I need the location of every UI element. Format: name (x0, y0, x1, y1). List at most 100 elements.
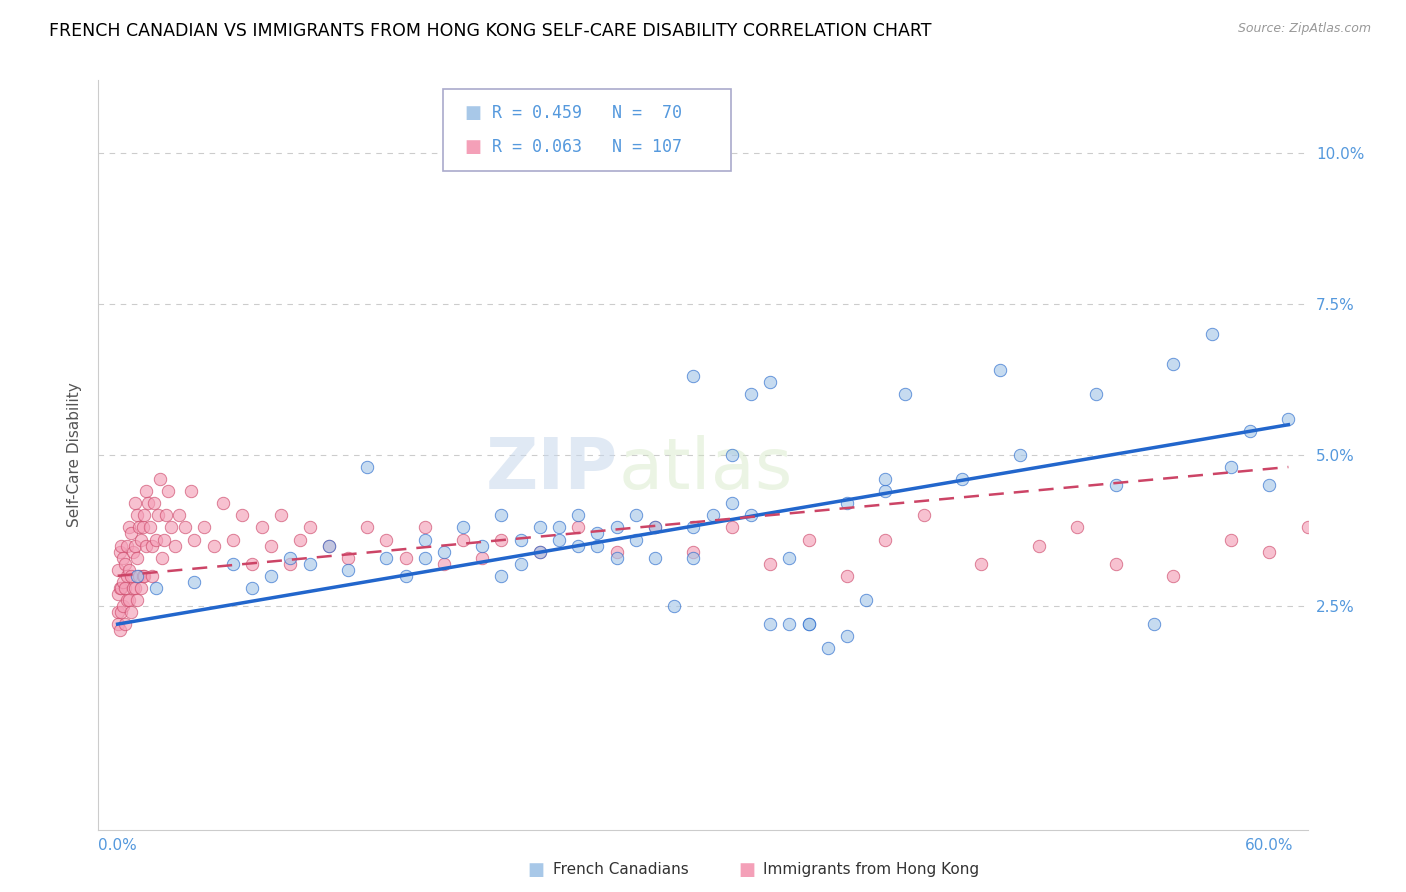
Point (112, 550, 135, 565)
Point (288, 533, 311, 547)
Point (606, 550, 628, 565)
Point (950, 472, 973, 486)
Point (759, 557, 782, 571)
Point (149, 472, 172, 486)
Text: FRENCH CANADIAN VS IMMIGRANTS FROM HONG KONG SELF-CARE DISABILITY CORRELATION CH: FRENCH CANADIAN VS IMMIGRANTS FROM HONG … (49, 22, 932, 40)
Point (141, 539, 163, 553)
Point (1066, 520, 1088, 534)
Point (375, 550, 398, 565)
Point (720, 520, 742, 534)
Point (108, 623, 131, 637)
Point (720, 448, 742, 462)
Point (1104, 478, 1126, 492)
Point (567, 520, 589, 534)
Text: ZIP: ZIP (486, 435, 619, 504)
Point (778, 617, 800, 632)
Point (548, 533, 571, 547)
Point (110, 605, 132, 619)
Point (135, 484, 157, 499)
Point (128, 568, 150, 582)
Point (491, 568, 513, 582)
Point (1296, 520, 1319, 534)
Point (1354, 568, 1376, 582)
Point (124, 581, 146, 595)
Point (1258, 544, 1281, 558)
Point (682, 544, 704, 558)
Point (567, 539, 589, 553)
Point (118, 593, 141, 607)
Point (797, 617, 820, 632)
Point (135, 539, 157, 553)
Text: R = 0.063   N = 107: R = 0.063 N = 107 (492, 138, 682, 156)
Point (125, 593, 148, 607)
Point (108, 581, 131, 595)
Point (1085, 387, 1108, 401)
Point (120, 605, 142, 619)
Point (120, 568, 142, 582)
Point (970, 557, 993, 571)
Y-axis label: Self-Care Disability: Self-Care Disability (67, 383, 83, 527)
Point (586, 539, 609, 553)
Point (855, 593, 877, 607)
Point (280, 550, 302, 565)
Point (115, 593, 138, 607)
Point (1161, 568, 1184, 582)
Point (682, 550, 704, 565)
Point (152, 533, 174, 547)
Point (250, 520, 273, 534)
Point (835, 629, 858, 643)
Point (720, 496, 742, 510)
Point (318, 539, 340, 553)
Point (110, 581, 132, 595)
Point (740, 387, 762, 401)
Point (150, 550, 173, 565)
Point (529, 544, 551, 558)
Point (145, 581, 167, 595)
Point (107, 587, 129, 601)
Point (124, 539, 146, 553)
Text: ■: ■ (527, 861, 544, 879)
Point (413, 533, 436, 547)
Point (173, 520, 195, 534)
Point (624, 533, 647, 547)
Point (356, 460, 378, 475)
Point (567, 508, 589, 523)
Point (146, 508, 169, 523)
Point (193, 520, 215, 534)
Point (222, 557, 245, 571)
Point (529, 520, 551, 534)
Point (231, 508, 253, 523)
Point (433, 544, 456, 558)
Point (134, 508, 156, 523)
Point (529, 544, 551, 558)
Point (298, 520, 321, 534)
Point (108, 544, 131, 558)
Point (128, 520, 150, 534)
Point (112, 599, 135, 613)
Point (145, 533, 167, 547)
Point (875, 472, 897, 486)
Point (336, 550, 359, 565)
Point (115, 539, 138, 553)
Point (212, 496, 235, 510)
Point (139, 520, 162, 534)
Point (491, 508, 513, 523)
Point (115, 568, 138, 582)
Point (143, 496, 166, 510)
Point (120, 526, 142, 541)
Point (759, 376, 782, 390)
Point (129, 581, 152, 595)
Text: Immigrants from Hong Kong: Immigrants from Hong Kong (763, 863, 980, 877)
Point (125, 550, 148, 565)
Point (155, 508, 177, 523)
Point (740, 508, 762, 523)
Point (471, 550, 494, 565)
Point (114, 617, 136, 632)
Point (1104, 557, 1126, 571)
Point (586, 526, 609, 541)
Point (336, 563, 359, 577)
Point (165, 539, 187, 553)
Point (160, 520, 183, 534)
Point (1008, 448, 1031, 462)
Point (180, 484, 202, 499)
